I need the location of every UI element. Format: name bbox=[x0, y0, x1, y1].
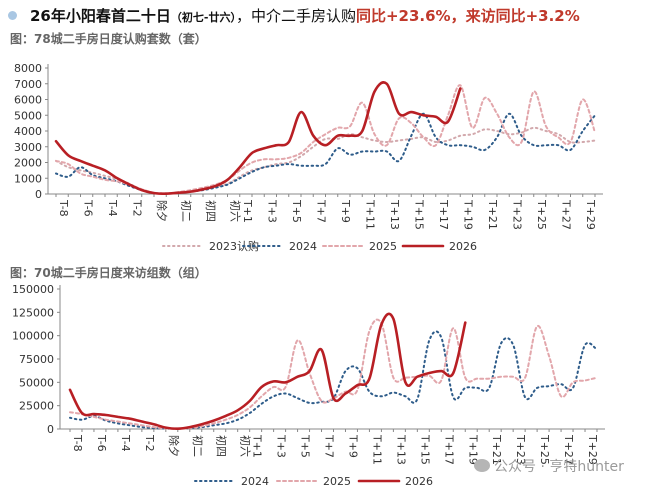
chart1-x-tick-label: T-4 bbox=[106, 199, 119, 217]
chart1-legend-label: 2026 bbox=[449, 240, 477, 253]
chart2-y-tick-label: 125000 bbox=[12, 306, 54, 319]
page-title: 26年小阳春首二十日（初七-廿六），中介二手房认购同比+23.6%，来访同比+3… bbox=[30, 5, 580, 26]
chart1-x-tick-label: T-6 bbox=[82, 199, 95, 217]
chart-visits: 0 25000 50000 75000 100000 125000 150000 T-8 T-6… bbox=[12, 283, 605, 488]
chart1-x-tick-label: 初六 bbox=[229, 200, 243, 222]
chart1-legend-label: 2025 bbox=[369, 240, 397, 253]
chart2-series-2026 bbox=[68, 312, 467, 431]
chart1-y-tick-label: 8000 bbox=[14, 62, 42, 75]
chart2-legend-label: 2026 bbox=[405, 475, 433, 488]
chart1-x-tick-label: 初四 bbox=[204, 200, 218, 222]
chart2-x-tick-label: T+15 bbox=[418, 434, 431, 465]
chart1-x-tick-label: T+17 bbox=[437, 199, 450, 230]
chart1-legend-label: 2024 bbox=[289, 240, 317, 253]
watermark-text: 公众号 · 亨特hunter bbox=[494, 459, 624, 475]
chart1-x-tick-label: T-8 bbox=[57, 199, 70, 217]
chart1-legend-label: 2023认购 bbox=[209, 239, 259, 253]
title-main: 26年小阳春首二十日 bbox=[30, 7, 171, 25]
chart2-x-tick-label: 初六 bbox=[239, 435, 253, 457]
chart2-x-tick-label: 初四 bbox=[215, 435, 229, 457]
chart2-y-tick-label: 50000 bbox=[19, 376, 54, 389]
chart2-x-tick-label: T-8 bbox=[71, 434, 84, 452]
chart1-y-tick-label: 1000 bbox=[14, 172, 42, 185]
chart1-y-tick-label: 5000 bbox=[14, 109, 42, 122]
chart1-x-tick-label: T+3 bbox=[265, 199, 278, 223]
chart1-y-tick-label: 3000 bbox=[14, 141, 42, 154]
chart1-x-tick-label: T+15 bbox=[412, 199, 425, 230]
chart2-x-tick-label: T+21 bbox=[490, 434, 503, 465]
chart1-x-tick-label: T+7 bbox=[314, 199, 327, 223]
title-date-range: （初七-廿六） bbox=[170, 11, 236, 24]
chart1-x-tick-label: T+11 bbox=[363, 199, 376, 230]
chart2-x-tick-label: 初二 bbox=[191, 435, 205, 457]
chart2-legend-label: 2024 bbox=[241, 475, 269, 488]
chart1-y-tick-label: 0 bbox=[35, 188, 42, 201]
chart2-x-tick-label: T-4 bbox=[119, 434, 132, 452]
chart2-x-tick-label: T-6 bbox=[95, 434, 108, 452]
chart1-series-2023认购 bbox=[55, 126, 596, 195]
chart1-x-tick-label: T+23 bbox=[510, 199, 523, 230]
chart2-x-tick-label: T+9 bbox=[347, 434, 360, 458]
chart2-y-tick-label: 150000 bbox=[12, 283, 54, 296]
chart1-x-tick-label: T+5 bbox=[290, 199, 303, 223]
chart2-series-2025 bbox=[69, 318, 598, 430]
chart2-x-tick-label: T+25 bbox=[538, 434, 551, 465]
chart1-y-tick-label: 7000 bbox=[14, 78, 42, 91]
bullet-icon bbox=[8, 11, 17, 20]
chart1-x-tick-label: T+9 bbox=[339, 199, 352, 223]
chart2-x-tick-label: T+13 bbox=[394, 434, 407, 465]
chart2-x-tick-label: T+29 bbox=[586, 434, 599, 465]
chart2-y-tick-label: 25000 bbox=[19, 400, 54, 413]
chart1-x-tick-label: T-2 bbox=[131, 199, 144, 217]
chart1-y-tick-label: 2000 bbox=[14, 157, 42, 170]
chart1-x-tick-label: T+1 bbox=[241, 199, 254, 223]
chart2-x-tick-label: T+23 bbox=[514, 434, 527, 465]
chart2-title: 图：70城二手房日度来访组数（组） bbox=[10, 266, 207, 280]
chart1-y-tick-label: 6000 bbox=[14, 94, 42, 107]
chart2-y-tick-label: 100000 bbox=[12, 330, 54, 343]
chart2-x-tick-label: T+27 bbox=[562, 434, 575, 465]
chart2-y-tick-label: 75000 bbox=[19, 353, 54, 366]
chart2-x-tick-label: 除夕 bbox=[167, 435, 181, 457]
chart1-x-tick-label: T+19 bbox=[461, 199, 474, 230]
chart1-title: 图：78城二手房日度认购套数（套） bbox=[10, 32, 207, 46]
title-desc: ，中介二手房认购 bbox=[235, 7, 356, 25]
header: 26年小阳春首二十日（初七-廿六），中介二手房认购同比+23.6%，来访同比+3… bbox=[0, 0, 660, 30]
chart1-x-tick-label: T+25 bbox=[535, 199, 548, 230]
chart2-y-tick-label: 0 bbox=[47, 423, 54, 436]
watermark: 公众号 · 亨特hunter bbox=[474, 456, 624, 476]
chart2-x-tick-label: T+1 bbox=[251, 434, 264, 458]
chart1-y-tick-label: 4000 bbox=[14, 125, 42, 138]
chart1-x-tick-label: 除夕 bbox=[155, 200, 169, 222]
chart2-x-tick-label: T+17 bbox=[442, 434, 455, 465]
chart2-x-tick-label: T+19 bbox=[466, 434, 479, 465]
chart2-x-tick-label: T+7 bbox=[323, 434, 336, 458]
chart2-x-tick-label: T+3 bbox=[275, 434, 288, 458]
chart2-x-tick-label: T+5 bbox=[299, 434, 312, 458]
chart1-x-tick-label: T+27 bbox=[559, 199, 572, 230]
chart1-series-2026 bbox=[54, 81, 462, 195]
chart1-x-tick-label: T+21 bbox=[486, 199, 499, 230]
chart-subscriptions: 0 1000 2000 3000 4000 5000 6000 7000 8000 T-8 T-6 T… bbox=[14, 62, 603, 253]
chart2-x-tick-label: T+11 bbox=[370, 434, 383, 465]
title-highlight: 同比+23.6%，来访同比+3.2% bbox=[355, 7, 580, 25]
wechat-icon bbox=[474, 459, 490, 472]
chart1-x-tick-label: T+13 bbox=[388, 199, 401, 230]
chart2-x-tick-label: T-2 bbox=[143, 434, 156, 452]
chart2-legend-label: 2025 bbox=[323, 475, 351, 488]
chart1-series-2024 bbox=[55, 112, 596, 195]
chart1-x-tick-label: T+29 bbox=[584, 199, 597, 230]
chart1-x-tick-label: 初二 bbox=[180, 200, 194, 222]
